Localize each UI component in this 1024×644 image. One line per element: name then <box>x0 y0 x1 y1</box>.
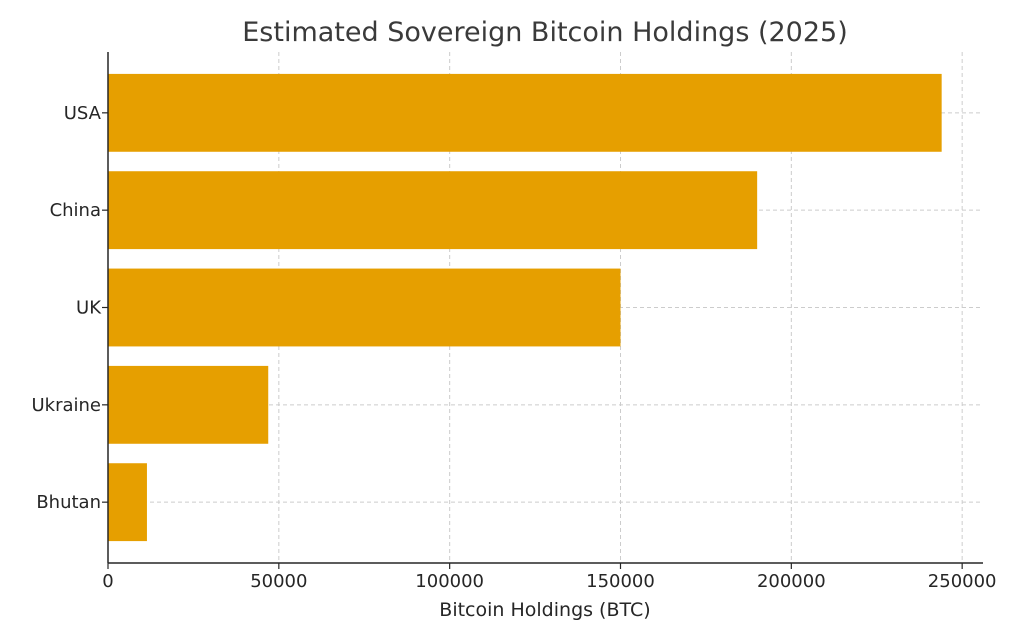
x-tick-label: 200000 <box>757 571 826 592</box>
bar-bhutan <box>108 463 147 542</box>
y-tick-label: Bhutan <box>36 492 101 513</box>
x-tick-label: 150000 <box>586 571 655 592</box>
bar-uk <box>108 268 621 347</box>
x-tick-label: 50000 <box>250 571 307 592</box>
bars <box>108 73 942 542</box>
bar-ukraine <box>108 365 269 444</box>
y-tick-label: UK <box>76 298 102 319</box>
x-tick-label: 100000 <box>415 571 484 592</box>
chart-title: Estimated Sovereign Bitcoin Holdings (20… <box>242 17 848 48</box>
y-tick-label: Ukraine <box>31 395 101 416</box>
x-axis-label: Bitcoin Holdings (BTC) <box>439 599 650 621</box>
x-tick-label: 0 <box>102 571 113 592</box>
bar-china <box>108 171 758 250</box>
bar-usa <box>108 73 942 152</box>
ticks: 0 50000 100000 150000 200000 250000 USA China UK… <box>31 103 996 592</box>
x-tick-label: 250000 <box>928 571 997 592</box>
y-tick-label: China <box>50 200 101 221</box>
y-tick-label: USA <box>64 103 102 124</box>
